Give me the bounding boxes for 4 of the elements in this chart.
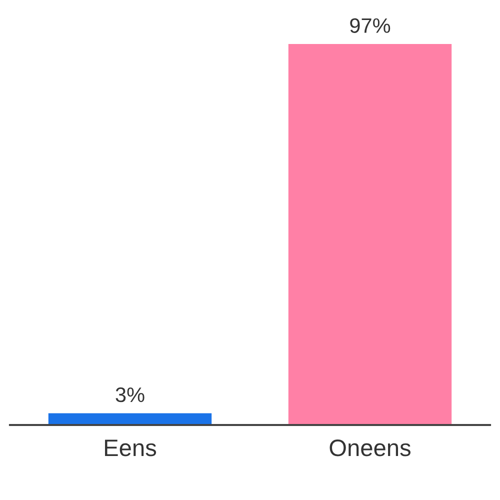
data-label: 97% [350,18,390,33]
x-tick-label: Eens [105,440,156,456]
x-tick-label: Oneens [330,440,410,456]
data-label: 3% [116,387,144,402]
